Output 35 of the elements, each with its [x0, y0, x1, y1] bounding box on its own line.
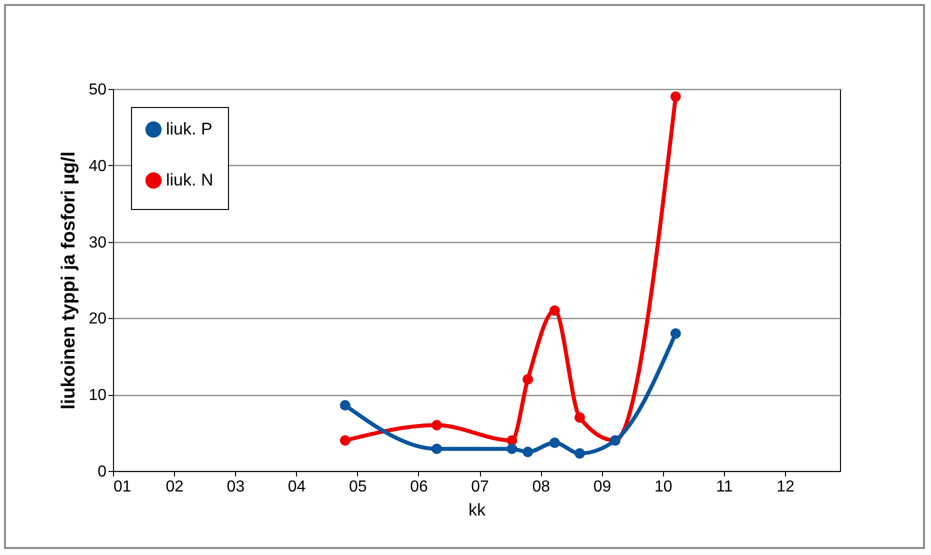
point: [522, 374, 534, 385]
x-axis-title: kk: [468, 500, 486, 520]
x-tick-label: 12: [776, 478, 795, 496]
y-tick-label: 0: [98, 464, 107, 480]
x-tick-label: 08: [532, 478, 550, 496]
point: [670, 91, 681, 102]
x-tick-label: 09: [593, 478, 612, 496]
y-axis-title: liukoinen typpi ja fosfori µg/l: [58, 152, 80, 410]
x-tick-label: 10: [654, 478, 672, 496]
point: [340, 400, 350, 411]
point: [506, 444, 518, 454]
point: [432, 420, 442, 430]
point: [522, 446, 534, 458]
x-tick-label: 04: [288, 478, 306, 496]
point: [549, 305, 560, 316]
x-tick-label: 01: [114, 478, 132, 496]
point: [549, 438, 560, 448]
y-tick-label: 10: [88, 387, 107, 404]
x-tick-label: 05: [348, 478, 367, 496]
x-tick-label: 02: [166, 478, 184, 496]
y-tick-label: 20: [88, 310, 107, 328]
y-tick-label: 40: [88, 158, 107, 175]
y-tick-label: 30: [88, 234, 107, 252]
x-tick-label: 03: [226, 478, 245, 496]
x-tick-label: 11: [716, 478, 733, 496]
legend-label: liuk. N: [166, 170, 214, 190]
x-tick-label: 07: [471, 478, 490, 496]
x-tick-label: 06: [410, 478, 428, 496]
y-tick-label: 50: [88, 82, 107, 98]
point: [340, 435, 350, 446]
point: [574, 412, 585, 423]
legend-label: liuk. P: [166, 120, 212, 138]
point: [432, 444, 442, 454]
point: [670, 328, 681, 339]
point: [574, 448, 585, 459]
